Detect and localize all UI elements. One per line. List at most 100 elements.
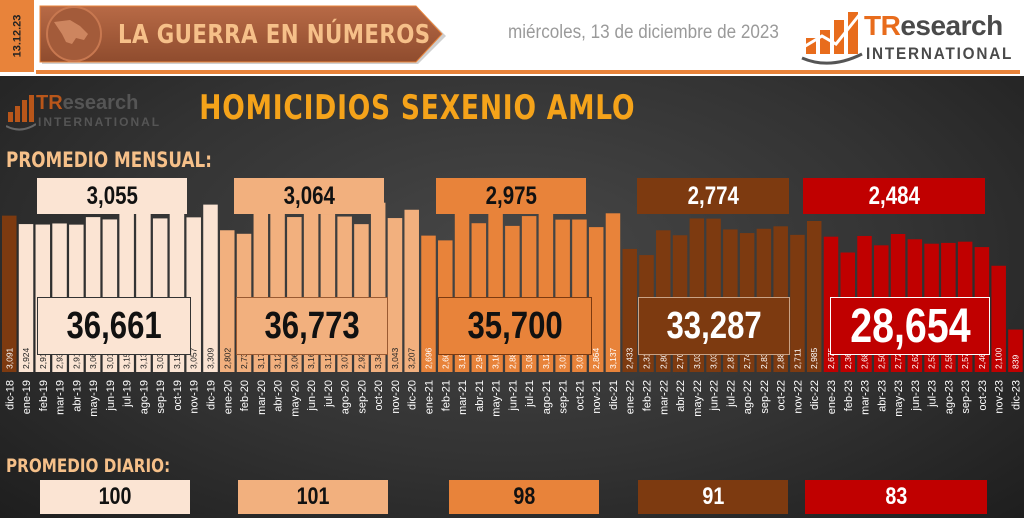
bar-value-label: 2,913 xyxy=(71,347,81,369)
x-tick-label: dic-21 xyxy=(608,380,620,410)
date-text: miércoles, 13 de diciembre de 2023 xyxy=(508,22,779,43)
bar-value-label: 3,169 xyxy=(491,347,501,369)
x-tick-label: sep-22 xyxy=(759,380,771,414)
bar-value-label: 3,032 xyxy=(709,347,719,369)
promedio-diario-box-5: 83 xyxy=(805,480,987,514)
x-tick-label: ene-20 xyxy=(222,380,234,414)
x-tick-label: jul-23 xyxy=(927,380,939,408)
bar-value-label: 3,207 xyxy=(407,347,417,369)
side-date-text: 13.12.23 xyxy=(11,14,24,58)
x-tick-label: dic-18 xyxy=(4,380,16,410)
bar-value-label: 2,985 xyxy=(809,347,819,369)
x-tick-label: ago-20 xyxy=(340,380,352,414)
header: 13.12.23 LA GUERRA EN NÚMEROS miércoles,… xyxy=(0,0,1024,74)
bar-value-label: 3,186 xyxy=(457,347,467,369)
promedio-mensual-box-2-value: 3,064 xyxy=(283,181,335,210)
x-tick-label: ago-22 xyxy=(742,380,754,414)
bar-value-label: 2,801 xyxy=(658,347,668,369)
logo-name-rest: esearch xyxy=(900,10,1003,41)
x-tick-label: may-19 xyxy=(88,380,100,417)
x-tick-label: oct-19 xyxy=(172,380,184,411)
promedio-diario-box-1-value: 100 xyxy=(98,483,132,510)
promedio-mensual-label: PROMEDIO MENSUAL: xyxy=(6,148,212,172)
bar-value-label: 2,818 xyxy=(725,347,735,369)
bar-value-label: 3,016 xyxy=(105,347,115,369)
x-tick-label: feb-19 xyxy=(38,380,50,411)
x-tick-label: mar-21 xyxy=(457,380,469,415)
panel-logo-rest: esearch xyxy=(62,92,139,114)
promedio-diario-box-5-value: 83 xyxy=(885,483,907,510)
bar-value-label: 3,198 xyxy=(172,347,182,369)
x-tick-label: nov-20 xyxy=(390,380,402,414)
x-tick-label: jun-22 xyxy=(709,380,721,412)
bar-ene-19 xyxy=(18,224,34,372)
x-tick-label: abr-23 xyxy=(876,380,888,412)
bar-value-label: 2,433 xyxy=(625,347,635,369)
promedio-diario-box-3: 98 xyxy=(449,480,599,514)
x-tick-label: ago-19 xyxy=(138,380,150,414)
chart-title: HOMICIDIOS SEXENIO AMLO xyxy=(199,88,636,128)
panel-logo-sub: INTERNATIONAL xyxy=(38,115,162,129)
tresearch-logo-sub: INTERNATIONAL xyxy=(866,44,1014,63)
bar-value-label: 2,696 xyxy=(424,347,434,369)
promedio-mensual-box-1: 3,055 xyxy=(37,178,187,214)
bar-dic-19 xyxy=(203,204,218,372)
bar-value-label: 2,311 xyxy=(642,348,652,369)
x-tick-label: ago-23 xyxy=(943,380,955,414)
promedio-mensual-box-4-value: 2,774 xyxy=(687,181,739,210)
x-tick-label: jul-22 xyxy=(725,380,737,408)
panel-logo: TResearch INTERNATIONAL xyxy=(6,90,159,134)
bar-value-label: 2,888 xyxy=(507,347,517,369)
bar-value-label: 2,469 xyxy=(977,347,987,369)
tresearch-logo: TResearch INTERNATIONAL xyxy=(800,8,1018,68)
x-tick-label: nov-22 xyxy=(792,380,804,414)
x-tick-label: jun-19 xyxy=(105,380,117,412)
promedio-diario-box-1: 100 xyxy=(40,480,190,514)
bar-dic-22 xyxy=(806,220,822,372)
x-tick-label: dic-19 xyxy=(205,380,217,410)
x-tick-label: feb-22 xyxy=(642,380,654,411)
banner: LA GUERRA EN NÚMEROS xyxy=(36,4,448,68)
bar-dic-23 xyxy=(1008,329,1023,372)
bar-value-label: 2,880 xyxy=(776,347,786,369)
promedio-diario-box-3-value: 98 xyxy=(513,483,535,510)
promedio-mensual-box-3: 2,975 xyxy=(436,178,586,214)
bar-value-label: 3,129 xyxy=(541,347,551,369)
x-tick-label: jun-21 xyxy=(507,380,519,412)
bar-value-label: 3,057 xyxy=(189,347,199,369)
x-tick-label: nov-23 xyxy=(994,380,1006,414)
x-tick-label: feb-23 xyxy=(843,380,855,411)
bar-value-label: 3,082 xyxy=(524,347,534,369)
bar-nov-21 xyxy=(588,227,604,372)
tresearch-logo-name: TResearch xyxy=(864,10,1003,42)
bar-dic-21 xyxy=(605,213,621,372)
header-divider xyxy=(36,70,1020,74)
bar-dic-18 xyxy=(2,215,17,372)
x-tick-label: dic-20 xyxy=(407,380,419,410)
bar-value-label: 3,014 xyxy=(574,347,584,369)
bar-nov-22 xyxy=(790,234,805,372)
bar-value-label: 3,171 xyxy=(256,347,266,369)
x-tick-label: ene-22 xyxy=(625,380,637,414)
bar-value-label: 2,711 xyxy=(792,348,802,369)
promedio-diario-box-4: 91 xyxy=(638,480,788,514)
x-tick-label: nov-19 xyxy=(189,380,201,414)
x-tick-label: may-20 xyxy=(289,380,301,417)
bar-value-label: 2,864 xyxy=(591,347,601,369)
bar-value-label: 3,130 xyxy=(138,347,148,369)
year-total-box-1: 36,661 xyxy=(37,297,191,355)
x-tick-label: dic-22 xyxy=(809,380,821,410)
bar-value-label: 2,504 xyxy=(876,347,886,369)
x-tick-label: mar-20 xyxy=(256,380,268,415)
bar-value-label: 2,536 xyxy=(927,347,937,369)
bar-value-label: 2,602 xyxy=(440,347,450,369)
x-tick-label: jun-20 xyxy=(306,380,318,412)
x-tick-label: oct-22 xyxy=(776,380,788,411)
bar-ene-21 xyxy=(421,235,436,372)
year-total-box-2-value: 36,773 xyxy=(264,304,360,347)
bar-value-label: 3,163 xyxy=(306,347,316,369)
bar-value-label: 2,746 xyxy=(742,347,752,369)
bar-value-label: 3,036 xyxy=(155,347,165,369)
promedio-mensual-box-5: 2,484 xyxy=(803,178,985,214)
x-tick-label: jun-23 xyxy=(910,380,922,412)
